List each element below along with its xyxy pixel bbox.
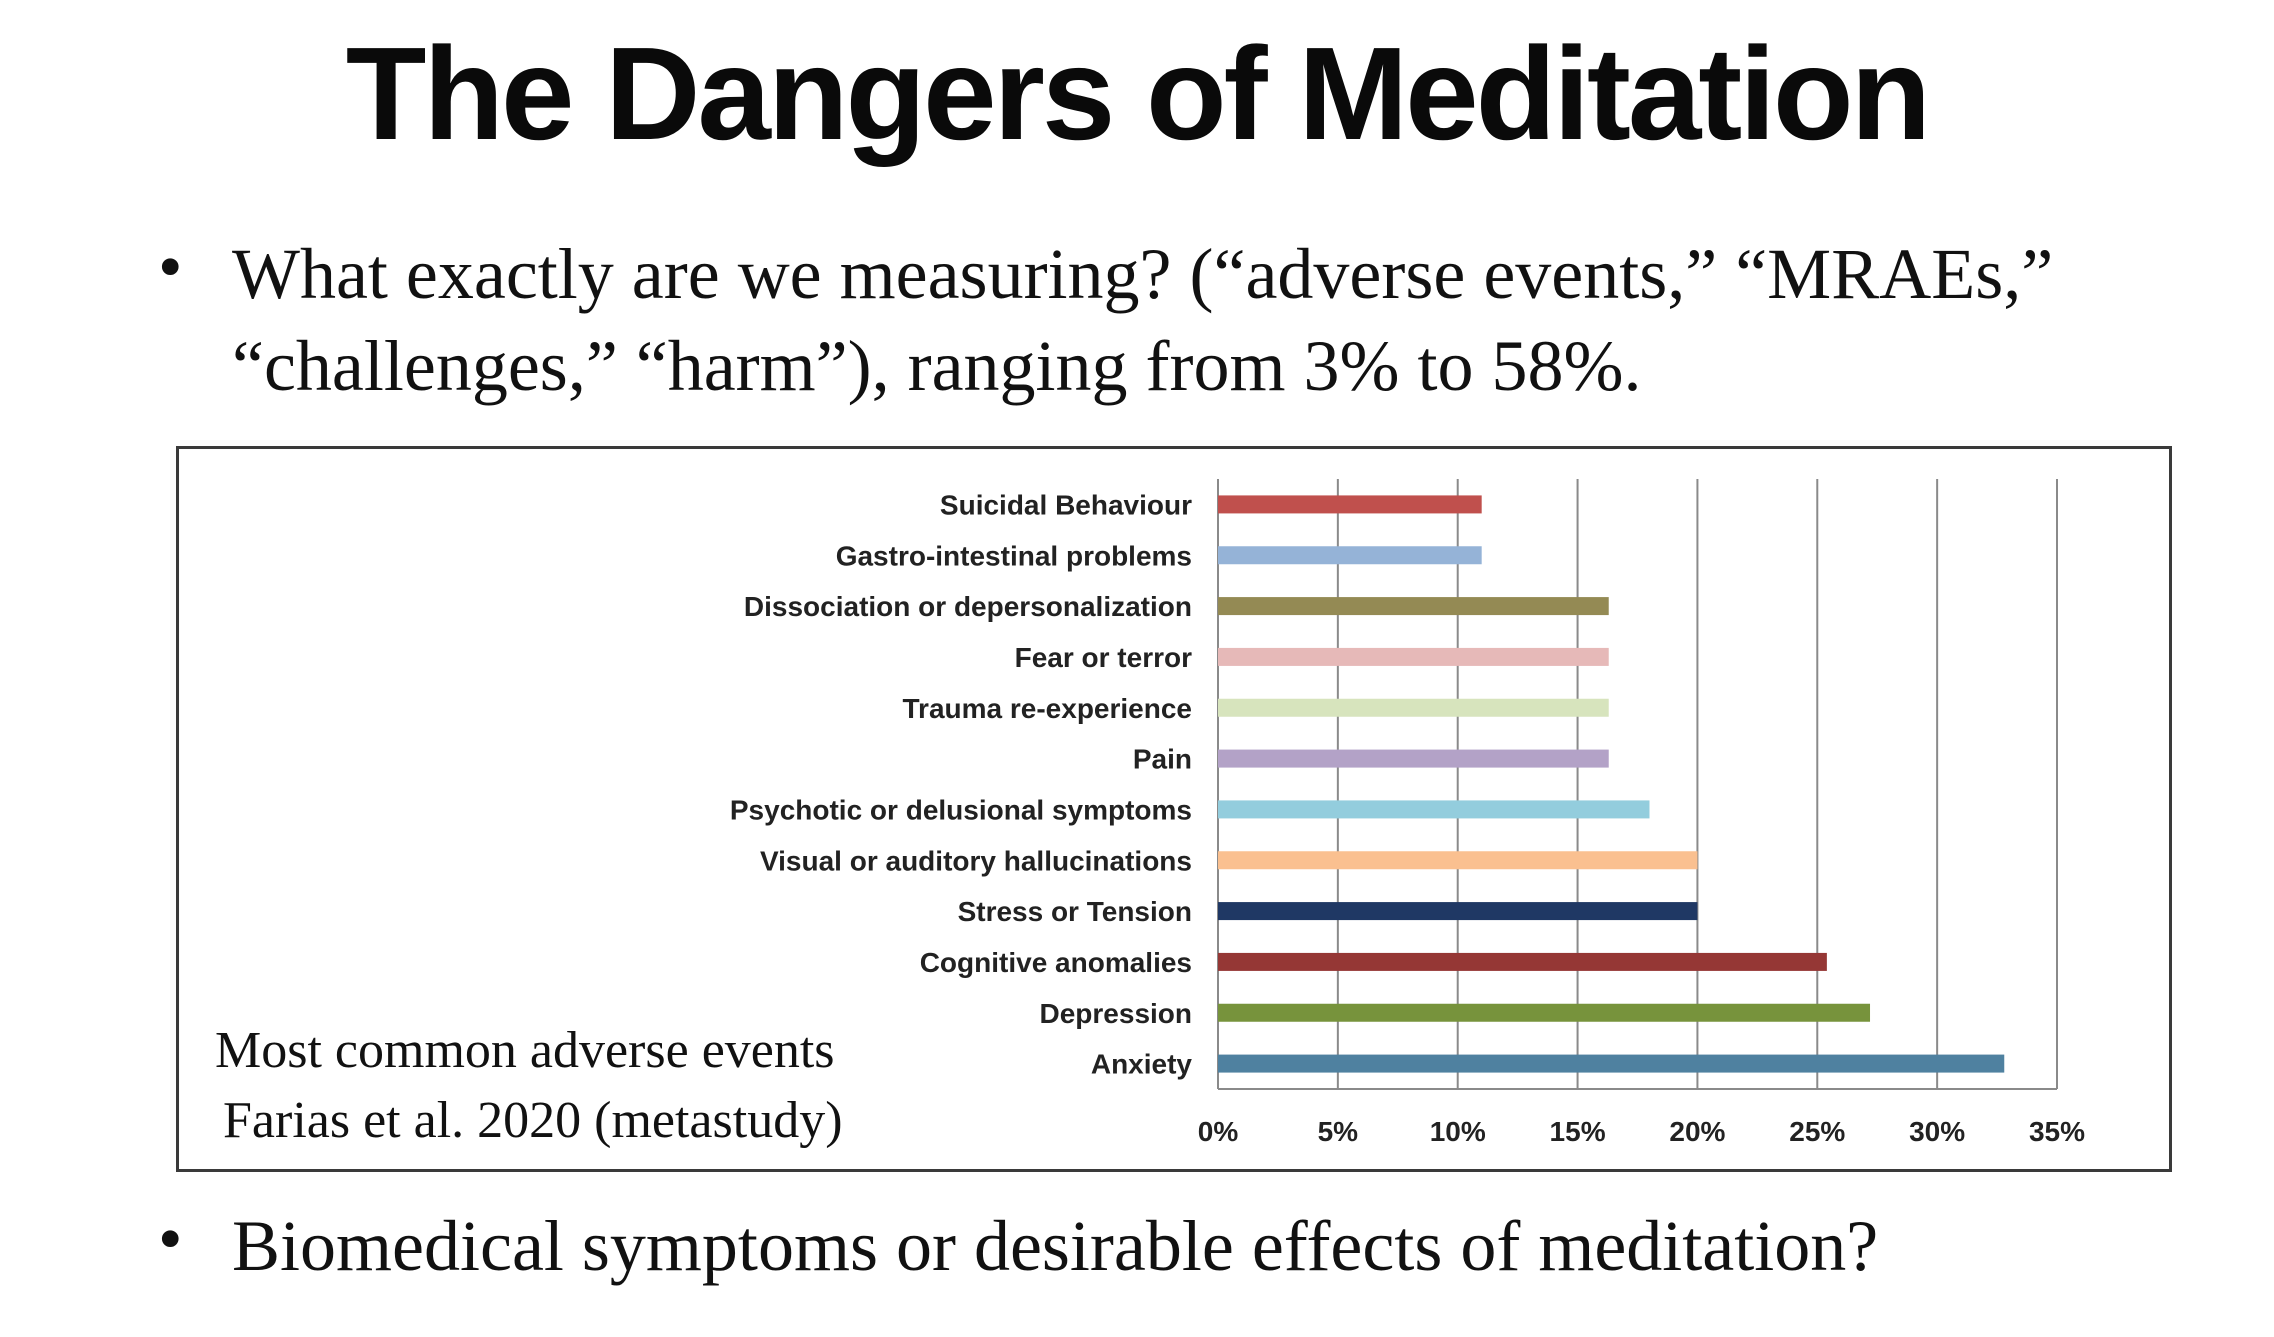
x-tick-label: 5% xyxy=(1318,1116,1359,1147)
category-label: Psychotic or delusional symptoms xyxy=(730,794,1192,825)
category-label: Pain xyxy=(1133,744,1192,775)
x-tick-label: 35% xyxy=(2029,1116,2085,1147)
bar xyxy=(1218,1003,1871,1022)
x-tick-label: 20% xyxy=(1669,1116,1725,1147)
bar-chart: 0% 5% 10% 15% 20% 25% 30% 35% Suicidal Behaviour… xyxy=(730,479,2085,1147)
bar xyxy=(1218,546,1482,565)
bullet-text: What exactly are we measuring? (“adverse… xyxy=(232,234,2054,406)
bar xyxy=(1218,1054,2005,1073)
x-tick-label: 15% xyxy=(1550,1116,1606,1147)
bar xyxy=(1218,647,1609,666)
category-label: Suicidal Behaviour xyxy=(940,489,1192,520)
category-label: Dissociation or depersonalization xyxy=(744,591,1192,622)
chart-caption-line-1: Most common adverse events xyxy=(215,1022,835,1079)
bar xyxy=(1218,698,1609,717)
bar xyxy=(1218,597,1609,616)
bullet-marker: • xyxy=(158,1201,183,1278)
bar xyxy=(1218,495,1482,514)
bar xyxy=(1218,749,1609,768)
category-label: Anxiety xyxy=(1091,1049,1193,1080)
x-tick-label: 30% xyxy=(1909,1116,1965,1147)
category-label: Fear or terror xyxy=(1015,642,1192,673)
bar xyxy=(1218,800,1650,819)
bar xyxy=(1218,902,1698,921)
slide-title: The Dangers of Meditation xyxy=(345,20,1931,167)
category-label: Gastro-intestinal problems xyxy=(836,540,1192,571)
category-label: Depression xyxy=(1040,998,1193,1029)
category-label: Cognitive anomalies xyxy=(920,947,1192,978)
bar xyxy=(1218,851,1698,870)
x-tick-label: 25% xyxy=(1789,1116,1845,1147)
bullet-marker: • xyxy=(158,229,183,306)
category-label: Stress or Tension xyxy=(958,896,1192,927)
category-label: Visual or auditory hallucinations xyxy=(760,845,1192,876)
chart-frame: 0% 5% 10% 15% 20% 25% 30% 35% Suicidal Behaviour… xyxy=(176,446,2172,1172)
category-label: Trauma re-experience xyxy=(903,693,1193,724)
x-tick-label: 10% xyxy=(1430,1116,1486,1147)
x-tick-label: 0% xyxy=(1198,1116,1239,1147)
bar xyxy=(1218,952,1827,971)
bullet-text: Biomedical symptoms or desirable effects… xyxy=(232,1206,1879,1286)
chart-caption-line-2: Farias et al. 2020 (metastudy) xyxy=(223,1092,843,1149)
